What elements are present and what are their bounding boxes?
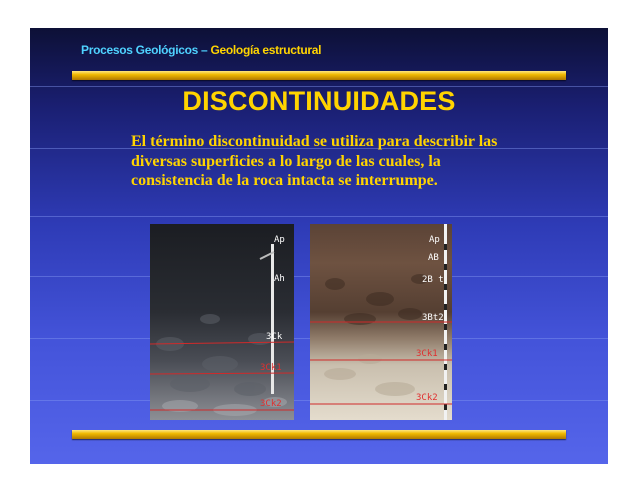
horizon-label: 3Ck1 [416, 349, 438, 359]
slide-title: DISCONTINUIDADES [182, 86, 456, 116]
horizon-label: 3Ck [266, 332, 283, 342]
grid-line [30, 148, 608, 149]
header-topic: Geología estructural [210, 43, 322, 57]
horizon-label: AB [428, 253, 439, 263]
header-prefix: Procesos Geológicos – [81, 43, 211, 57]
grid-line [30, 216, 608, 217]
top-divider-bar [72, 71, 566, 80]
slide-header: Procesos Geológicos – Geología estructur… [81, 43, 321, 57]
grid-line [30, 86, 608, 87]
slide: Procesos Geológicos – Geología estructur… [30, 28, 608, 464]
horizon-label: 3Ck1 [260, 363, 282, 373]
horizon-label: 3Ck2 [260, 399, 282, 409]
horizon-label: 2B t [422, 275, 444, 285]
horizon-label: Ap [274, 235, 285, 245]
horizon-label: Ah [274, 274, 285, 284]
soil-profile-photo-left: Ap Ah 3Ck 3Ck1 3Ck2 [150, 224, 294, 420]
bottom-divider-bar [72, 430, 566, 439]
horizon-label: Ap [429, 235, 440, 245]
body-paragraph: El término discontinuidad se utiliza par… [131, 133, 498, 189]
horizon-label: 3Ck2 [416, 393, 438, 403]
soil-profile-photo-right: Ap AB 2B t 3Bt2 3Ck1 3Ck2 [310, 224, 452, 420]
horizon-label: 3Bt2 [422, 313, 444, 323]
